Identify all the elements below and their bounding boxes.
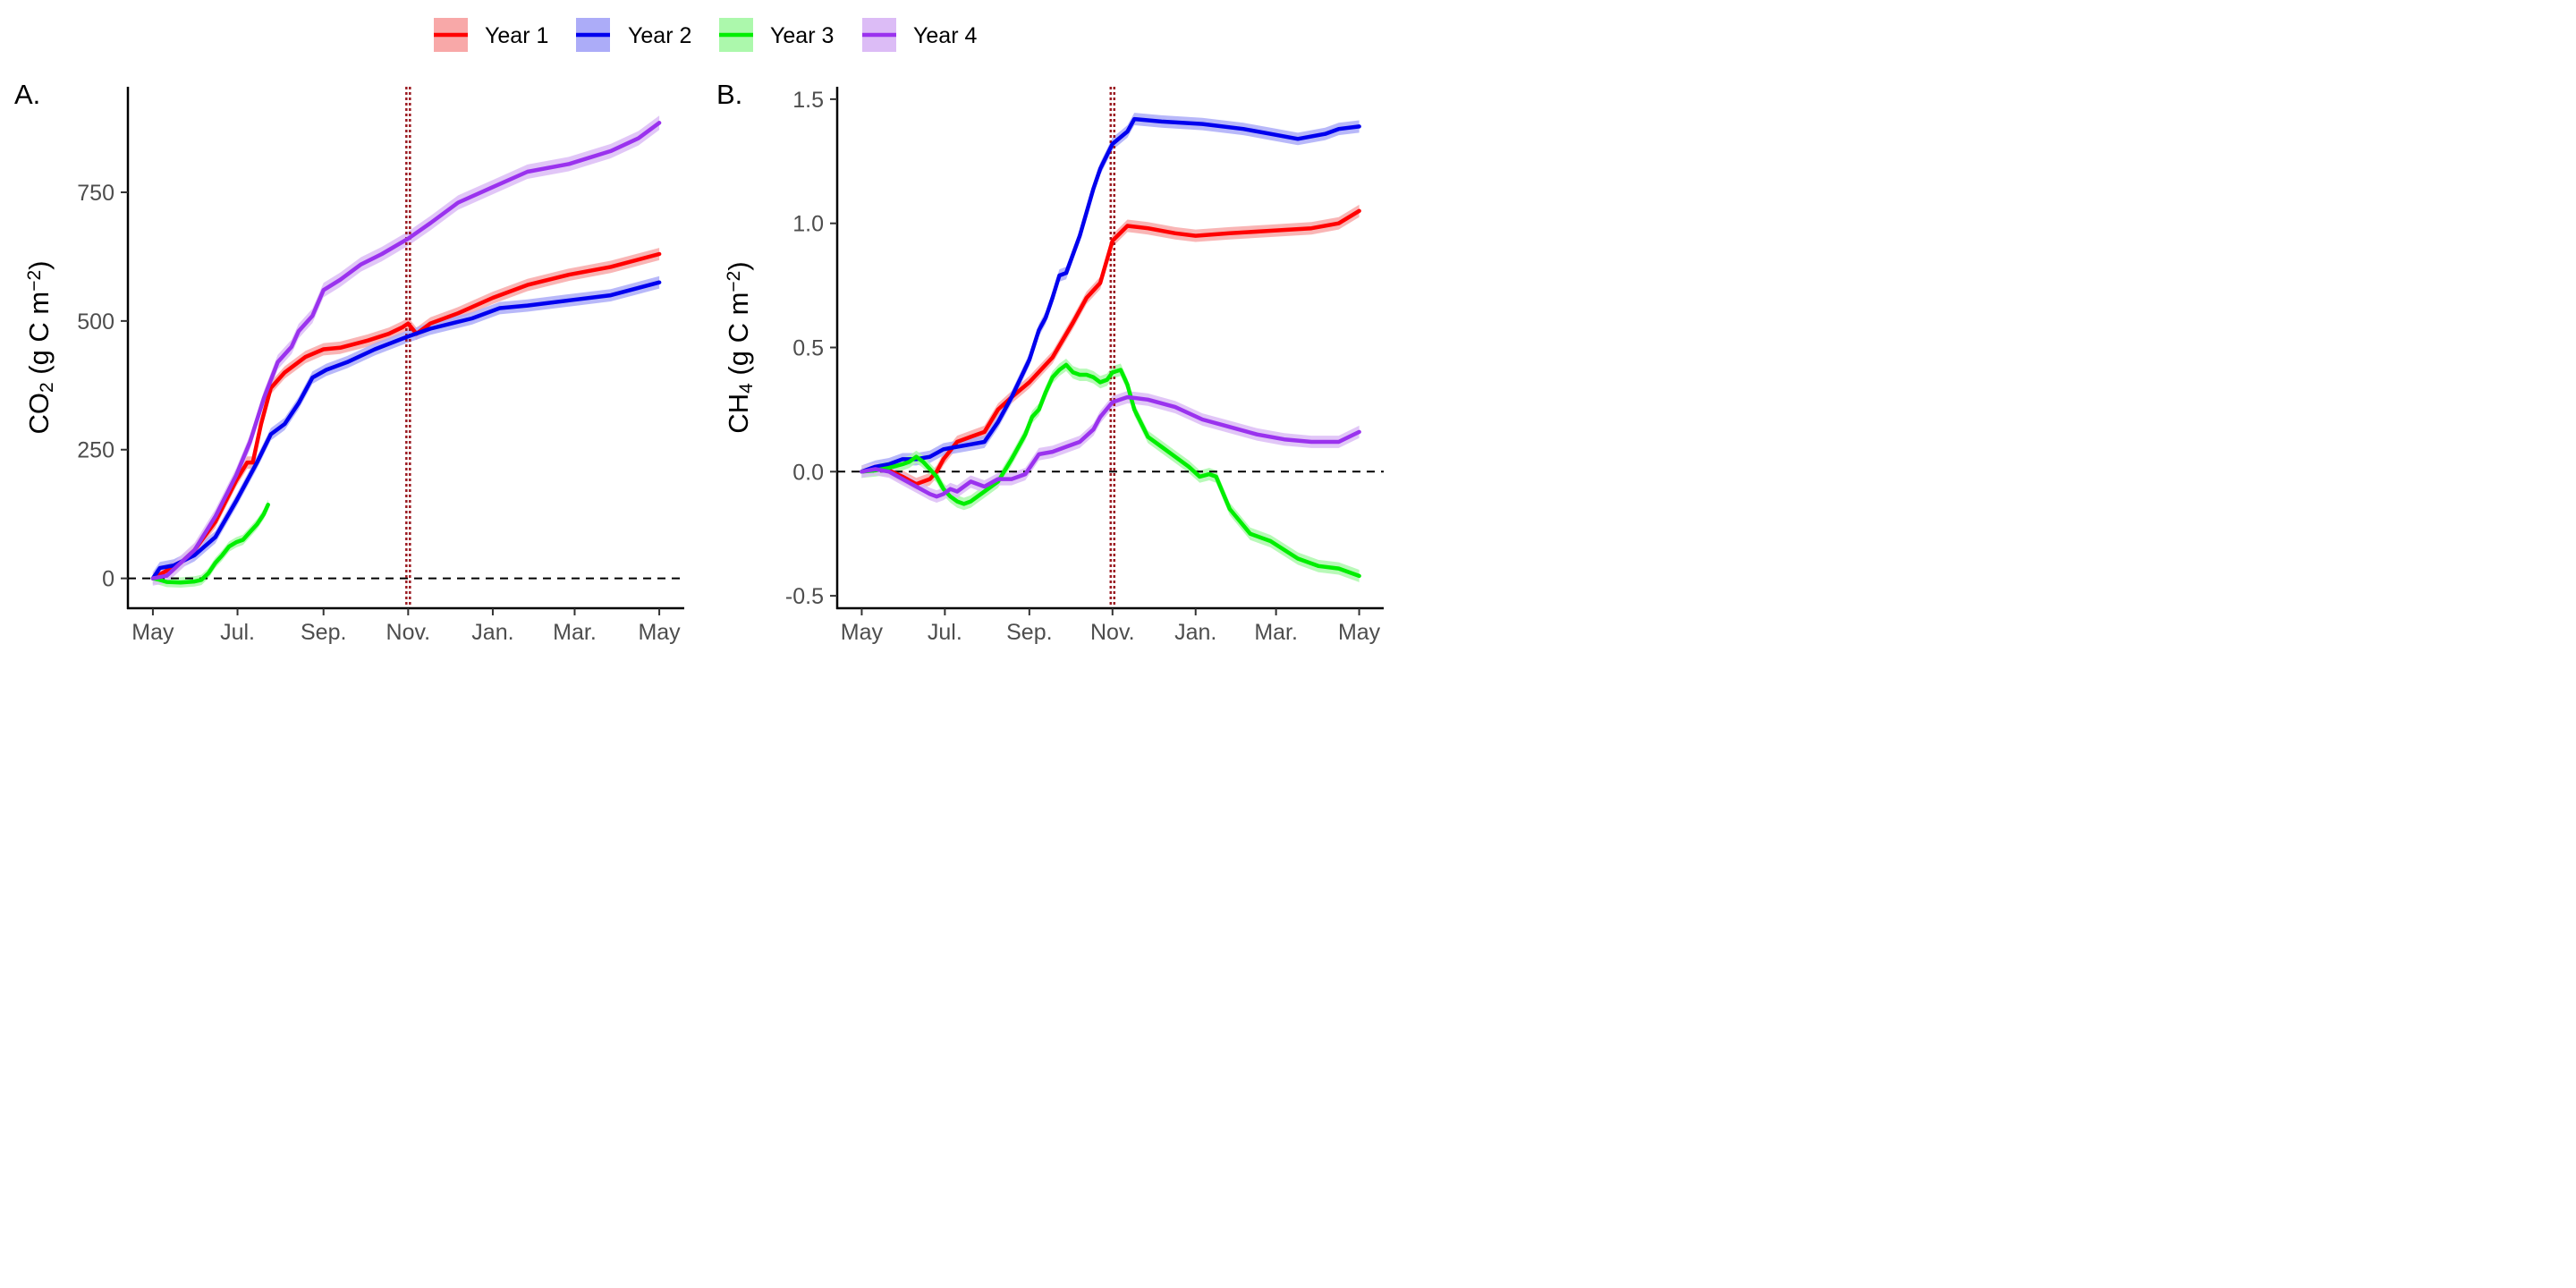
- y-axis-title-unit-suffix: ): [723, 261, 754, 270]
- panel-label: A.: [14, 79, 40, 110]
- legend-item-1: Year 1: [434, 18, 548, 52]
- series-line-year-4: [860, 394, 1361, 499]
- x-tick-label: Mar.: [1254, 620, 1298, 645]
- x-tick-label: May: [638, 620, 681, 645]
- y-tick-label: 500: [77, 309, 114, 335]
- series-band-year-3: [861, 359, 1360, 582]
- x-tick-label: May: [841, 620, 884, 645]
- x-tick-label: Jan.: [471, 620, 513, 645]
- x-tick-label: Jul.: [220, 620, 255, 645]
- y-tick-label: 1.0: [792, 212, 824, 237]
- legend-label: Year 2: [628, 23, 691, 48]
- x-tick-label: Sep.: [301, 620, 346, 645]
- figure: Year 1 Year 2 Year 3 Year 4 A. 0 250 500 750 May…: [14, 18, 1384, 645]
- x-tick-label: Mar.: [553, 620, 597, 645]
- y-axis-title-base: CO: [23, 393, 55, 435]
- x-tick-label: Jan.: [1174, 620, 1216, 645]
- y-axis-title-sub: 2: [37, 382, 57, 393]
- y-axis-title-sup: −2: [724, 271, 744, 292]
- y-axis-title-unit-prefix: (g C m: [723, 292, 754, 384]
- x-tick-label: Sep.: [1006, 620, 1052, 645]
- legend-label: Year 1: [485, 23, 548, 48]
- y-axis-title: CH4 (g C m−2): [723, 261, 757, 433]
- x-tick-label: May: [1338, 620, 1381, 645]
- y-axis-title: CO2 (g C m−2): [23, 260, 57, 434]
- series-line-year-2: [860, 116, 1361, 474]
- series-line-year-3: [860, 362, 1361, 579]
- series-line-year-3: [150, 503, 270, 585]
- x-tick-label: Jul.: [928, 620, 962, 645]
- y-tick-label: -0.5: [785, 584, 824, 609]
- panel-b: B. -0.5 0.0 0.5 1.0 1.5 May Jul. Sep. Nov. Jan. Mar…: [716, 79, 1384, 645]
- legend-item-4: Year 4: [862, 18, 977, 52]
- y-axis-title-unit-prefix: (g C m: [23, 292, 55, 383]
- y-tick-label: 0: [102, 567, 114, 592]
- series-band-year-1: [861, 204, 1360, 491]
- series-line-year-1: [860, 208, 1361, 487]
- panel-label: B.: [716, 79, 742, 110]
- series-line-year-4: [150, 121, 662, 580]
- legend-label: Year 3: [770, 23, 834, 48]
- x-tick-label: May: [131, 620, 174, 645]
- y-tick-label: 750: [77, 181, 114, 206]
- legend-label: Year 4: [913, 23, 977, 48]
- y-axis-title-unit-suffix: ): [23, 260, 55, 269]
- x-tick-label: Nov.: [1090, 620, 1135, 645]
- y-tick-label: 1.5: [792, 88, 824, 113]
- y-tick-label: 0.0: [792, 460, 824, 485]
- y-axis-title-sup: −2: [24, 270, 45, 292]
- legend: Year 1 Year 2 Year 3 Year 4: [434, 18, 977, 52]
- legend-item-2: Year 2: [576, 18, 691, 52]
- panel-a: A. 0 250 500 750 May Jul. Sep. Nov. Jan. Mar. May CO…: [14, 79, 684, 645]
- series-line-year-1: [150, 251, 662, 580]
- x-tick-label: Nov.: [386, 620, 431, 645]
- series-line-year-2: [150, 280, 662, 580]
- y-axis-title-base: CH: [723, 394, 754, 434]
- y-axis-title-sub: 4: [736, 383, 757, 394]
- y-tick-label: 0.5: [792, 336, 824, 361]
- legend-item-3: Year 3: [719, 18, 834, 52]
- y-tick-label: 250: [77, 438, 114, 463]
